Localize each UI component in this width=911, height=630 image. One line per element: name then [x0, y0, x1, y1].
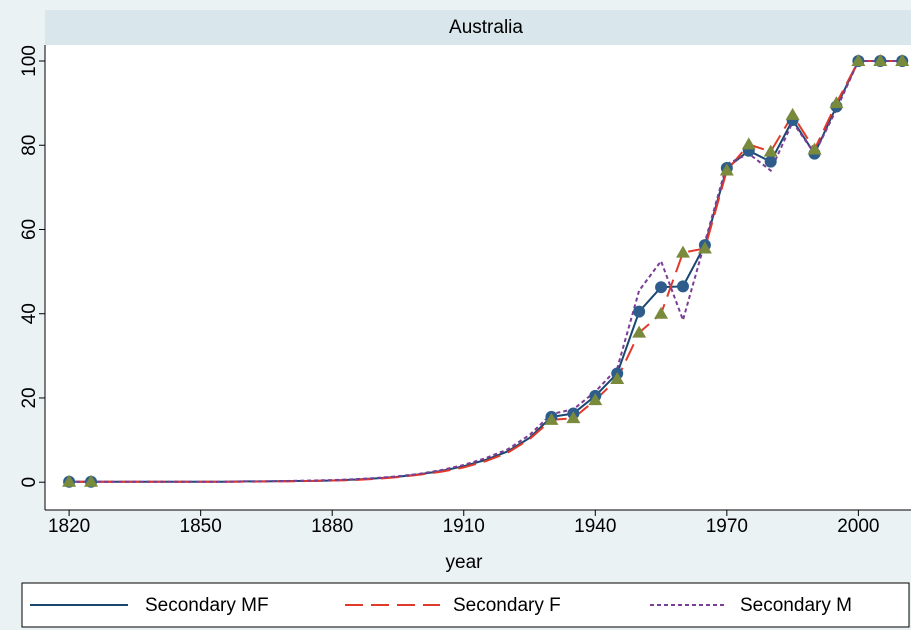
x-tick-label: 1850 — [180, 516, 222, 537]
chart-title: Australia — [449, 17, 523, 38]
legend-box — [21, 582, 910, 628]
marker — [763, 144, 778, 157]
y-tick-label: 80 — [19, 135, 40, 156]
legend-label: Secondary F — [453, 595, 561, 616]
marker — [588, 393, 603, 406]
marker — [719, 163, 734, 176]
marker — [895, 54, 910, 67]
marker — [633, 305, 646, 318]
marker — [84, 474, 99, 487]
y-tick-label: 40 — [19, 303, 40, 324]
x-axis-label: year — [446, 552, 484, 573]
marker — [741, 137, 756, 150]
marker — [873, 54, 888, 67]
marker — [785, 107, 800, 120]
marker — [654, 306, 669, 319]
y-tick-label: 0 — [19, 477, 40, 488]
marker — [764, 155, 777, 168]
marker — [544, 412, 559, 425]
marker — [697, 241, 712, 254]
plot-area — [45, 45, 911, 510]
y-tick-label: 100 — [19, 45, 40, 77]
marker — [807, 142, 822, 155]
marker — [62, 474, 77, 487]
x-tick-label: 1880 — [311, 516, 353, 537]
legend-label: Secondary M — [740, 595, 852, 616]
series-line — [69, 60, 903, 483]
marker — [675, 245, 690, 258]
y-tick-label: 60 — [19, 219, 40, 240]
title-strip — [45, 10, 911, 45]
x-tick-label: 1820 — [48, 516, 90, 537]
marker — [829, 96, 844, 109]
marker — [566, 411, 581, 424]
marker — [655, 281, 668, 294]
x-tick-label: 1910 — [443, 516, 485, 537]
x-tick-label: 2000 — [837, 516, 879, 537]
marker — [632, 325, 647, 338]
x-tick-label: 1970 — [706, 516, 748, 537]
series-line — [69, 60, 903, 483]
x-tick-label: 1940 — [574, 516, 616, 537]
marker — [851, 54, 866, 67]
y-tick-label: 20 — [19, 387, 40, 408]
marker — [676, 280, 689, 293]
marker — [610, 372, 625, 385]
legend-label: Secondary MF — [145, 595, 269, 616]
